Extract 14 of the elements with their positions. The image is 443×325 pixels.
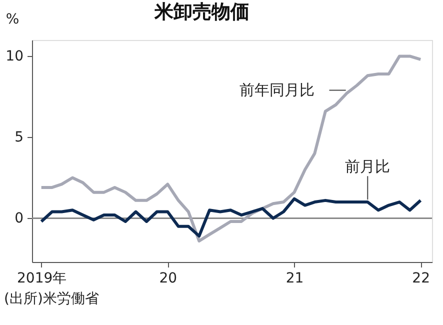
y-axis-title: %: [6, 12, 20, 28]
series-label: 前年同月比: [240, 81, 315, 100]
line-series: [40, 54, 422, 242]
chart-title: 米卸売物価: [154, 1, 250, 23]
y-tick-label: 10: [6, 48, 24, 65]
x-tick-label: 21: [286, 270, 304, 286]
y-tick-label: 5: [14, 130, 24, 146]
x-tick-label: 20: [159, 270, 178, 286]
y-tick-label: 0: [14, 210, 24, 227]
x-tick-label: 22: [412, 270, 430, 286]
series-label: 前月比: [345, 157, 390, 176]
x-tick-label: 2019年: [17, 270, 67, 286]
text: (出所)米労働省: [4, 291, 99, 307]
line-series: [40, 197, 422, 238]
